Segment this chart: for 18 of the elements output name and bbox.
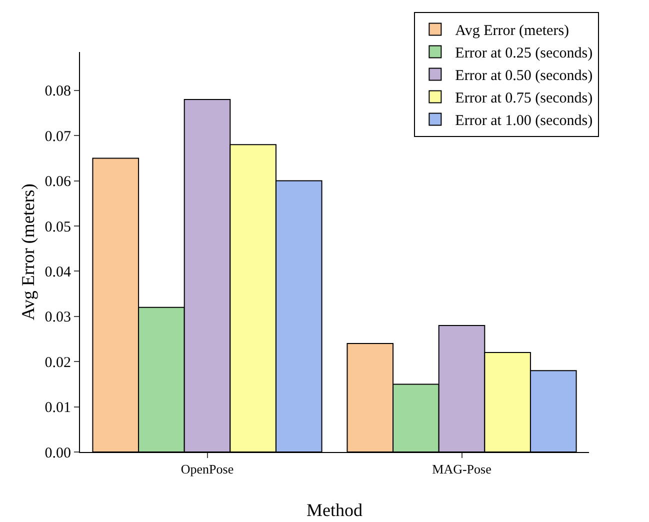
legend-label: Error at 0.25 (seconds) [455, 46, 593, 62]
x-tick-label: MAG-Pose [432, 462, 492, 477]
y-tick-label: 0.07 [44, 128, 72, 145]
y-tick-label: 0.06 [44, 174, 72, 190]
y-tick-label: 0.03 [44, 310, 71, 326]
y-tick-label: 0.01 [44, 400, 71, 416]
y-tick-label: 0.00 [44, 445, 71, 462]
legend-label: Error at 1.00 (seconds) [455, 113, 593, 130]
y-axis-title: Avg Error (meters) [18, 184, 38, 320]
y-tick-label: 0.05 [44, 219, 71, 236]
legend-label: Error at 0.75 (seconds) [455, 90, 593, 107]
y-tick-label: 0.02 [44, 354, 71, 371]
legend-label: Avg Error (meters) [455, 23, 570, 40]
x-tick-label: OpenPose [180, 462, 234, 477]
y-tick-label: 0.04 [44, 264, 72, 280]
legend-label: Error at 0.50 (seconds) [455, 68, 593, 84]
y-tick-label: 0.08 [44, 84, 71, 100]
x-axis-title: Method [306, 500, 362, 520]
